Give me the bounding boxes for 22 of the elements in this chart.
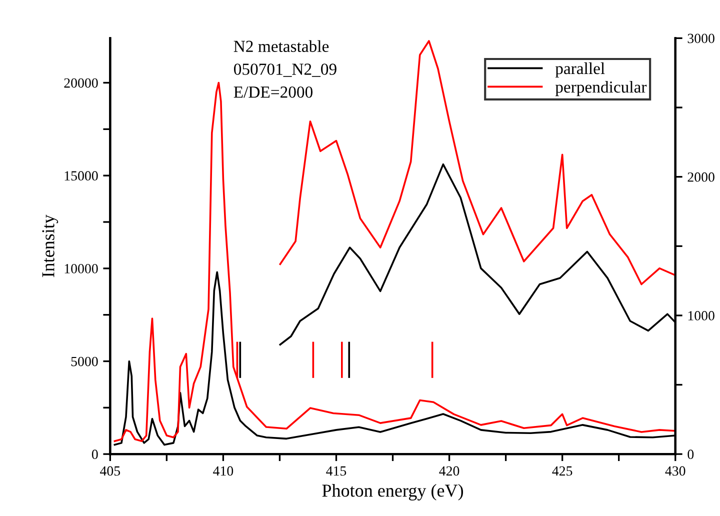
x-tick-label: 420 <box>439 466 460 476</box>
y2-tick-label: 3000 <box>688 34 714 44</box>
y-axis-title: Intensity <box>42 214 58 278</box>
x-tick-label: 425 <box>552 466 572 476</box>
y2-tick-label: 2000 <box>688 172 714 182</box>
x-tick-label: 410 <box>213 466 234 476</box>
x-tick-label: 430 <box>665 466 686 476</box>
y-tick-label: 15000 <box>64 171 98 181</box>
x-tick-label: 405 <box>100 466 120 476</box>
x-axis-title: Photon energy (eV) <box>322 484 464 500</box>
annotation: 050701_N2_09 <box>234 64 336 77</box>
x-tick-label: 415 <box>326 466 346 476</box>
annotation: N2 metastable <box>234 40 329 52</box>
y-tick-label: 5000 <box>71 356 98 366</box>
y-tick-label: 10000 <box>64 264 98 274</box>
annotation: E/DE=2000 <box>234 86 312 98</box>
legend-label: perpendicular <box>555 80 647 96</box>
legend-label: parallel <box>555 62 605 78</box>
y2-tick-label: 1000 <box>688 311 714 320</box>
y-tick-label: 20000 <box>64 78 98 88</box>
y-tick-label: 0 <box>92 450 98 460</box>
y2-tick-label: 0 <box>688 450 694 460</box>
